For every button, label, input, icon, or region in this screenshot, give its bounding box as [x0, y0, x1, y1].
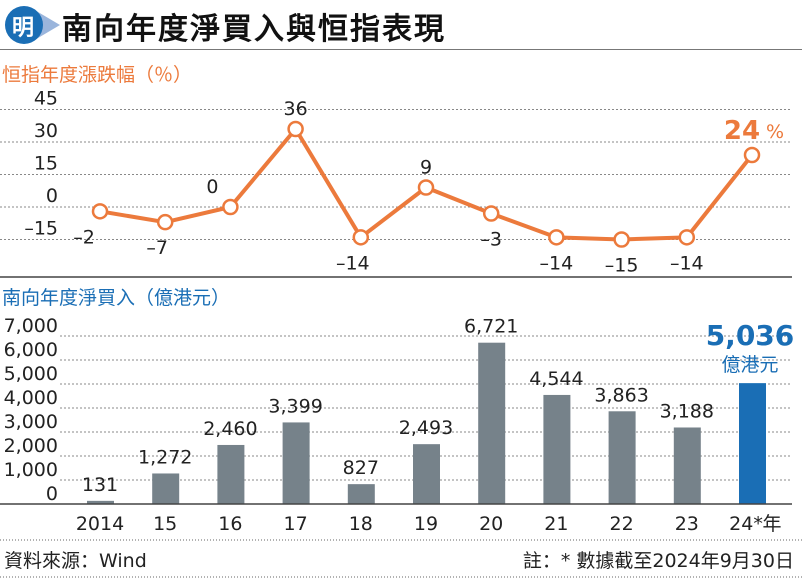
line-data-label: 0 — [206, 176, 218, 198]
footnote: 註：* 數據截至2024年9月30日 — [522, 550, 794, 572]
bar-ytick-label: 3,000 — [4, 411, 58, 433]
bar — [347, 484, 375, 504]
source-note: 資料來源：Wind — [4, 550, 147, 572]
bar — [543, 394, 571, 504]
x-unit-label: 年 — [762, 513, 781, 535]
bar-data-label: 1,272 — [138, 446, 192, 468]
page-title: 南向年度淨買入與恒指表現 — [62, 12, 446, 47]
line-chart-title: 恒指年度漲跌幅（％） — [2, 64, 193, 86]
bar-data-label: 2,460 — [203, 418, 257, 440]
line-data-label: –14 — [670, 252, 704, 274]
x-tick-label: 21 — [544, 513, 568, 535]
bar-ytick-label: 0 — [46, 483, 58, 505]
line-point — [548, 229, 565, 246]
bar-data-label: 3,863 — [594, 384, 648, 406]
bar-data-label: 3,399 — [268, 395, 322, 417]
x-tick-label: 16 — [218, 513, 242, 535]
bar-data-label: 131 — [82, 474, 118, 496]
bar-data-label: 827 — [343, 457, 379, 479]
line-ytick-label: 0 — [46, 185, 58, 207]
line-data-label: –2 — [73, 226, 95, 248]
bar-data-label: 4,544 — [529, 368, 583, 390]
bar — [282, 422, 310, 504]
line-data-label: –14 — [336, 252, 370, 274]
x-tick-label: 22 — [610, 513, 634, 535]
line-data-label: 9 — [420, 157, 432, 179]
bar-chart-title: 南向年度淨買入（億港元） — [2, 287, 231, 309]
line-point — [613, 231, 630, 248]
bar-ytick-label: 5,000 — [4, 363, 58, 385]
line-ytick-label: –15 — [24, 218, 58, 240]
line-data-label: –15 — [605, 255, 639, 277]
bar — [152, 473, 180, 504]
line-data-label-unit: % — [766, 121, 784, 143]
bar-ytick-label: 2,000 — [4, 435, 58, 457]
bar-ytick-label: 1,000 — [4, 459, 58, 481]
line-point — [417, 179, 435, 196]
x-tick-label: 17 — [284, 513, 308, 535]
line-point — [156, 213, 174, 231]
bar — [739, 383, 766, 504]
line-data-label: 36 — [284, 98, 308, 120]
bar — [673, 427, 701, 504]
bar — [87, 500, 114, 504]
x-tick-label: 20 — [479, 513, 503, 535]
line-ytick-label: 30 — [34, 120, 58, 142]
line-point — [482, 205, 500, 222]
line-data-label: –14 — [540, 252, 574, 274]
logo: 明 — [4, 4, 60, 44]
bar-data-label: 6,721 — [464, 316, 518, 338]
header-divider — [0, 49, 802, 50]
x-tick-label: 15 — [153, 513, 177, 535]
x-tick-label: 23 — [675, 513, 699, 535]
bar-data-label-highlight: 5,036 — [706, 319, 795, 352]
line-ytick-label: 45 — [34, 88, 58, 110]
bar — [217, 444, 245, 504]
logo-badge-icon — [5, 6, 60, 44]
bar-ytick-label: 7,000 — [4, 315, 58, 337]
bar-highlight-unit: 億港元 — [721, 354, 778, 376]
line-point — [743, 146, 761, 164]
x-tick-label: 18 — [349, 513, 373, 535]
bar-data-label: 3,188 — [660, 400, 714, 422]
bar — [608, 411, 636, 504]
line-point — [91, 203, 109, 220]
line-point — [678, 229, 696, 246]
x-tick-label: 19 — [414, 513, 438, 535]
bar-data-label: 2,493 — [399, 417, 453, 439]
x-tick-label: 2014 — [76, 513, 124, 535]
bar-ytick-label: 4,000 — [4, 387, 58, 409]
line-point — [222, 198, 239, 216]
line-point — [352, 229, 370, 246]
line-data-label: –3 — [480, 229, 502, 251]
line-data-label: –7 — [146, 237, 168, 259]
x-tick-label: 24* — [729, 513, 763, 535]
line-point — [287, 120, 304, 138]
logo-text: 明 — [12, 15, 35, 41]
bar — [478, 342, 506, 504]
bar-ytick-label: 6,000 — [4, 339, 58, 361]
line-ytick-label: 15 — [34, 153, 58, 175]
bar — [413, 444, 440, 504]
line-data-label-highlight: 24 — [724, 116, 760, 146]
